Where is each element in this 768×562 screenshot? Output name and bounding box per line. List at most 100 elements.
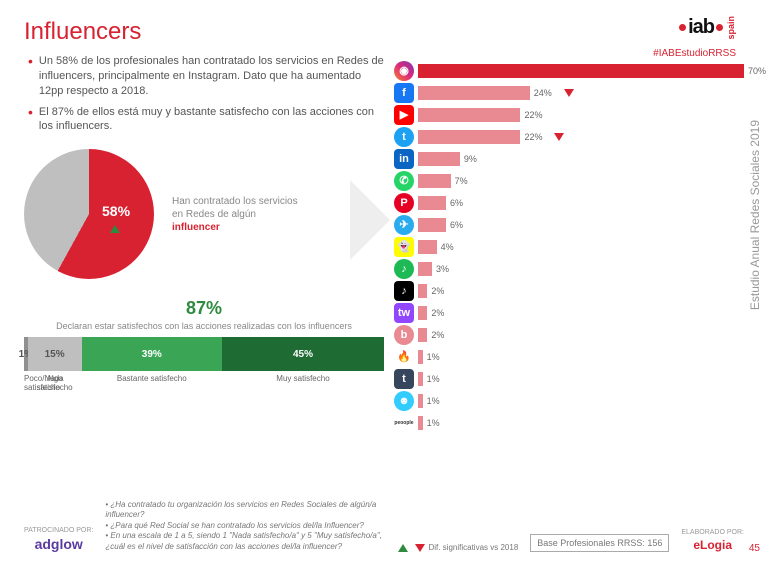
bar-fill (418, 416, 423, 430)
bar-fill (418, 196, 446, 210)
bar-fill (418, 64, 744, 78)
platform-icon: ✈ (394, 215, 414, 235)
platform-bar-chart: ◉70%f24%▶22%t22%in9%✆7%P6%✈6%👻4%♪3%♪2%tw… (394, 60, 744, 434)
bullet-text: El 87% de ellos está muy y bastante sati… (39, 105, 384, 135)
bar-track: 22% (418, 130, 744, 144)
bar-fill (418, 130, 520, 144)
bar-value-label: 4% (441, 240, 454, 254)
platform-icon: 👻 (394, 237, 414, 257)
bar-track: 9% (418, 152, 744, 166)
pie-caption: Han contratado los servicios en Redes de… (172, 195, 302, 234)
trend-down-icon (554, 133, 564, 141)
bar-fill (418, 372, 423, 386)
bar-value-label: 2% (431, 328, 444, 342)
platform-row: P6% (394, 192, 744, 214)
bar-value-label: 9% (464, 152, 477, 166)
bar-value-label: 3% (436, 262, 449, 276)
bar-track: 3% (418, 262, 744, 276)
footer: PATROCINADO POR: adglow ¿Ha contratado t… (24, 500, 744, 552)
platform-row: 👻 4% (394, 236, 744, 258)
side-title: Estudio Anual Redes Sociales 2019 (748, 120, 762, 310)
platform-icon: ♪ (394, 281, 414, 301)
platform-row: t 1% (394, 368, 744, 390)
bar-track: 2% (418, 328, 744, 342)
bar-value-label: 2% (431, 306, 444, 320)
platform-row: ♪ 2% (394, 280, 744, 302)
platform-row: b 2% (394, 324, 744, 346)
satisfaction-segment: 15% (28, 337, 82, 371)
platform-icon: t (394, 369, 414, 389)
bar-fill (418, 350, 423, 364)
bar-track: 1% (418, 372, 744, 386)
pie-graphic: 58% (24, 149, 154, 279)
platform-row: ◉70% (394, 60, 744, 82)
satisfaction-subtitle: Declaran estar satisfechos con las accio… (24, 321, 384, 331)
bar-value-label: 6% (450, 196, 463, 210)
platform-icon: in (394, 149, 414, 169)
platform-icon: f (394, 83, 414, 103)
footnote-line: ¿Para qué Red Social se han contratado l… (105, 521, 382, 531)
bar-track: 1% (418, 394, 744, 408)
pie-chart: 58% Han contratado los servicios en Rede… (24, 144, 384, 284)
bullet-text: Un 58% de los profesionales han contrata… (39, 54, 384, 99)
iab-logo: iab spain (679, 16, 736, 40)
bar-fill (418, 240, 437, 254)
bar-value-label: 7% (455, 174, 468, 188)
bar-value-label: 70% (748, 64, 766, 78)
sponsor-name: adglow (24, 536, 93, 552)
footnote-line: En una escala de 1 a 5, siendo 1 "Nada s… (105, 531, 382, 552)
trend-down-icon (564, 89, 574, 97)
trend-up-icon (398, 544, 408, 552)
satisfaction-header: 87% Declaran estar satisfechos con las a… (24, 298, 384, 331)
bar-track: 24% (418, 86, 744, 100)
bar-track: 6% (418, 218, 744, 232)
satisfaction-segment-label: Algo satisfecho (28, 375, 82, 393)
platform-icon: t (394, 127, 414, 147)
bar-value-label: 22% (524, 108, 542, 122)
platform-row: ☻ 1% (394, 390, 744, 412)
platform-row: 🔥 1% (394, 346, 744, 368)
platform-row: ✆ 7% (394, 170, 744, 192)
iab-logo-text: iab (688, 16, 714, 39)
trend-down-icon (415, 544, 425, 552)
footnote-line: ¿Ha contratado tu organización los servi… (105, 500, 382, 521)
bar-value-label: 1% (427, 394, 440, 408)
platform-row: tw2% (394, 302, 744, 324)
platform-icon: ☻ (394, 391, 414, 411)
bar-track: 6% (418, 196, 744, 210)
bar-track: 70% (418, 64, 744, 78)
satisfaction-segment: 39% (82, 337, 222, 371)
iab-logo-spain: spain (726, 16, 736, 40)
bar-fill (418, 152, 460, 166)
satisfaction-labels: Poco/Nada satisfechoAlgo satisfechoBasta… (24, 375, 384, 393)
page-number: 45 (749, 543, 760, 554)
page-title: Influencers (24, 18, 744, 46)
sponsor-block: PATROCINADO POR: adglow (24, 527, 93, 552)
platform-row: in 9% (394, 148, 744, 170)
bar-fill (418, 108, 520, 122)
satisfaction-stacked-bar: 1%15%39%45% (24, 337, 384, 371)
bar-track: 1% (418, 350, 744, 364)
platform-icon: b (394, 325, 414, 345)
satisfaction-segment-label: Bastante satisfecho (82, 375, 222, 393)
bullet-list: Un 58% de los profesionales han contrata… (24, 54, 384, 134)
bar-fill (418, 328, 427, 342)
satisfaction-segment: 45% (222, 337, 384, 371)
bar-track: 4% (418, 240, 744, 254)
arrow-icon (350, 180, 390, 260)
bar-value-label: 1% (427, 372, 440, 386)
platform-row: peoople1% (394, 412, 744, 434)
footnote-questions: ¿Ha contratado tu organización los servi… (105, 500, 382, 552)
platform-icon: 🔥 (394, 347, 414, 367)
platform-icon: ✆ (394, 171, 414, 191)
platform-icon: ♪ (394, 259, 414, 279)
satisfaction-pct: 87% (24, 298, 384, 319)
diff-legend: Dif. significativas vs 2018 (394, 543, 518, 552)
elaborado-label: ELABORADO POR: (681, 529, 744, 536)
bar-value-label: 1% (427, 416, 440, 430)
platform-row: t 22% (394, 126, 744, 148)
bar-value-label: 2% (431, 284, 444, 298)
bar-fill (418, 218, 446, 232)
bar-fill (418, 394, 423, 408)
elaborado-block: ELABORADO POR: eLogia (681, 529, 744, 552)
